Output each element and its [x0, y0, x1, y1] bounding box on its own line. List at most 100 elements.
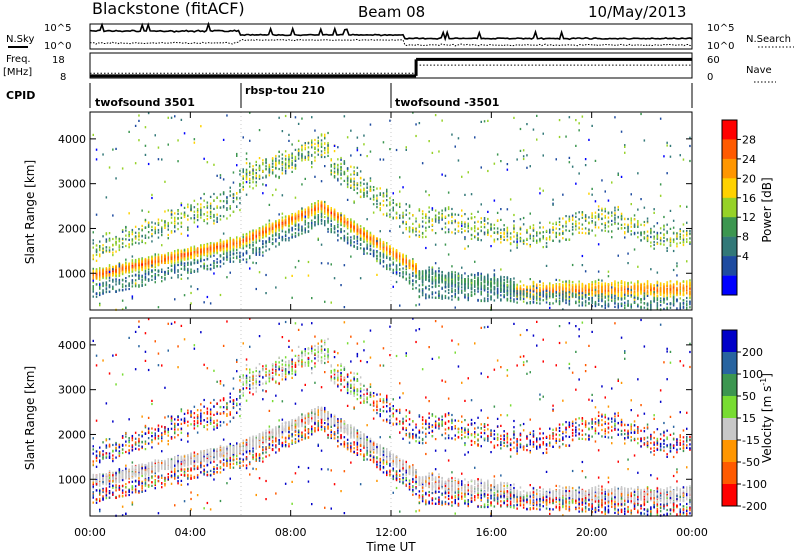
- power-cell: [249, 246, 251, 249]
- power-cell: [258, 236, 261, 239]
- power-cell: [324, 142, 326, 145]
- power-cell: [206, 161, 209, 164]
- power-cell: [288, 158, 290, 161]
- power-cell: [229, 260, 231, 263]
- power-cell: [219, 246, 222, 249]
- power-cell: [297, 211, 300, 214]
- power-cell: [236, 236, 238, 239]
- power-cell: [125, 267, 127, 270]
- power-cell: [222, 193, 225, 196]
- power-cell: [271, 226, 274, 229]
- power-cell: [222, 250, 225, 253]
- power-cell: [92, 285, 94, 288]
- power-cell: [389, 213, 391, 216]
- noise-panel: N.Sky 10^5 10^0 10^5 10^0 N.Search: [6, 21, 794, 52]
- power-cell: [92, 286, 94, 289]
- power-cell: [95, 270, 98, 273]
- power-cell: [206, 267, 209, 270]
- power-cell: [99, 253, 101, 256]
- power-cell: [239, 259, 241, 262]
- power-cell: [144, 264, 147, 267]
- power-cell: [203, 247, 205, 250]
- power-cell: [105, 233, 108, 236]
- power-cell: [372, 189, 375, 192]
- power-cell: [366, 229, 368, 233]
- power-cell: [353, 188, 355, 191]
- power-cell: [350, 241, 352, 244]
- power-cell: [343, 220, 346, 223]
- power-cell: [346, 242, 349, 245]
- power-cell: [144, 153, 147, 156]
- power-cell: [278, 167, 280, 171]
- power-cell: [399, 176, 401, 179]
- power-cell: [216, 218, 218, 221]
- power-cell: [333, 211, 336, 214]
- power-cell: [327, 205, 329, 208]
- power-cell: [324, 216, 326, 219]
- power-cell: [121, 266, 124, 269]
- power-cell: [294, 167, 297, 170]
- power-cell: [376, 203, 378, 206]
- power-cell: [271, 222, 274, 225]
- power-cell: [95, 274, 98, 277]
- power-cell: [203, 266, 205, 270]
- power-cell: [379, 251, 381, 254]
- power-cell: [363, 195, 365, 198]
- power-cell: [187, 250, 189, 253]
- power-cell: [131, 266, 134, 269]
- power-cell: [382, 244, 385, 247]
- power-cell: [395, 265, 398, 268]
- power-cell: [193, 257, 196, 260]
- power-cell: [236, 164, 238, 167]
- power-cell: [229, 186, 231, 189]
- power-cell: [236, 257, 238, 260]
- power-cell: [271, 171, 274, 174]
- power-cell: [219, 259, 222, 263]
- power-cell: [366, 243, 368, 246]
- power-cell: [291, 161, 293, 165]
- power-cell: [190, 206, 192, 209]
- power-cell: [229, 248, 231, 251]
- power-cell: [144, 277, 147, 280]
- power-cell: [206, 295, 209, 299]
- power-cell: [356, 229, 359, 232]
- power-cell: [242, 136, 244, 139]
- power-cell: [382, 204, 385, 207]
- power-cell: [144, 234, 147, 237]
- power-cell: [242, 233, 244, 236]
- power-cell: [164, 271, 166, 274]
- power-cell: [174, 224, 176, 228]
- power-cell: [164, 180, 166, 183]
- power-cell: [275, 224, 277, 227]
- power-cell: [138, 234, 140, 237]
- power-cell: [183, 249, 186, 252]
- noise-left-tick-bottom: 10^0: [44, 41, 71, 52]
- power-cell: [366, 237, 368, 240]
- power-cell: [95, 292, 98, 295]
- power-cell: [213, 192, 215, 196]
- power-cell: [346, 227, 349, 230]
- power-cell: [363, 192, 365, 195]
- power-cell: [314, 175, 316, 178]
- power-cell: [242, 188, 244, 191]
- power-cell: [108, 250, 111, 253]
- power-cell: [213, 199, 215, 202]
- power-cell: [108, 249, 111, 252]
- power-cell: [281, 226, 284, 229]
- power-cell: [206, 254, 209, 258]
- power-cell: [281, 157, 284, 160]
- power-cell: [92, 288, 94, 291]
- freq-unit-label: [MHz]: [3, 67, 32, 78]
- power-cell: [284, 166, 287, 169]
- power-cell: [128, 263, 130, 266]
- power-cell: [337, 239, 339, 242]
- power-cell: [379, 262, 381, 265]
- power-cell: [187, 226, 189, 229]
- power-cell: [213, 262, 215, 265]
- power-cell: [144, 270, 147, 273]
- power-cell: [105, 274, 108, 277]
- power-cell: [307, 142, 310, 145]
- power-cell: [330, 229, 332, 232]
- power-cell: [320, 209, 323, 212]
- power-cell: [291, 166, 293, 169]
